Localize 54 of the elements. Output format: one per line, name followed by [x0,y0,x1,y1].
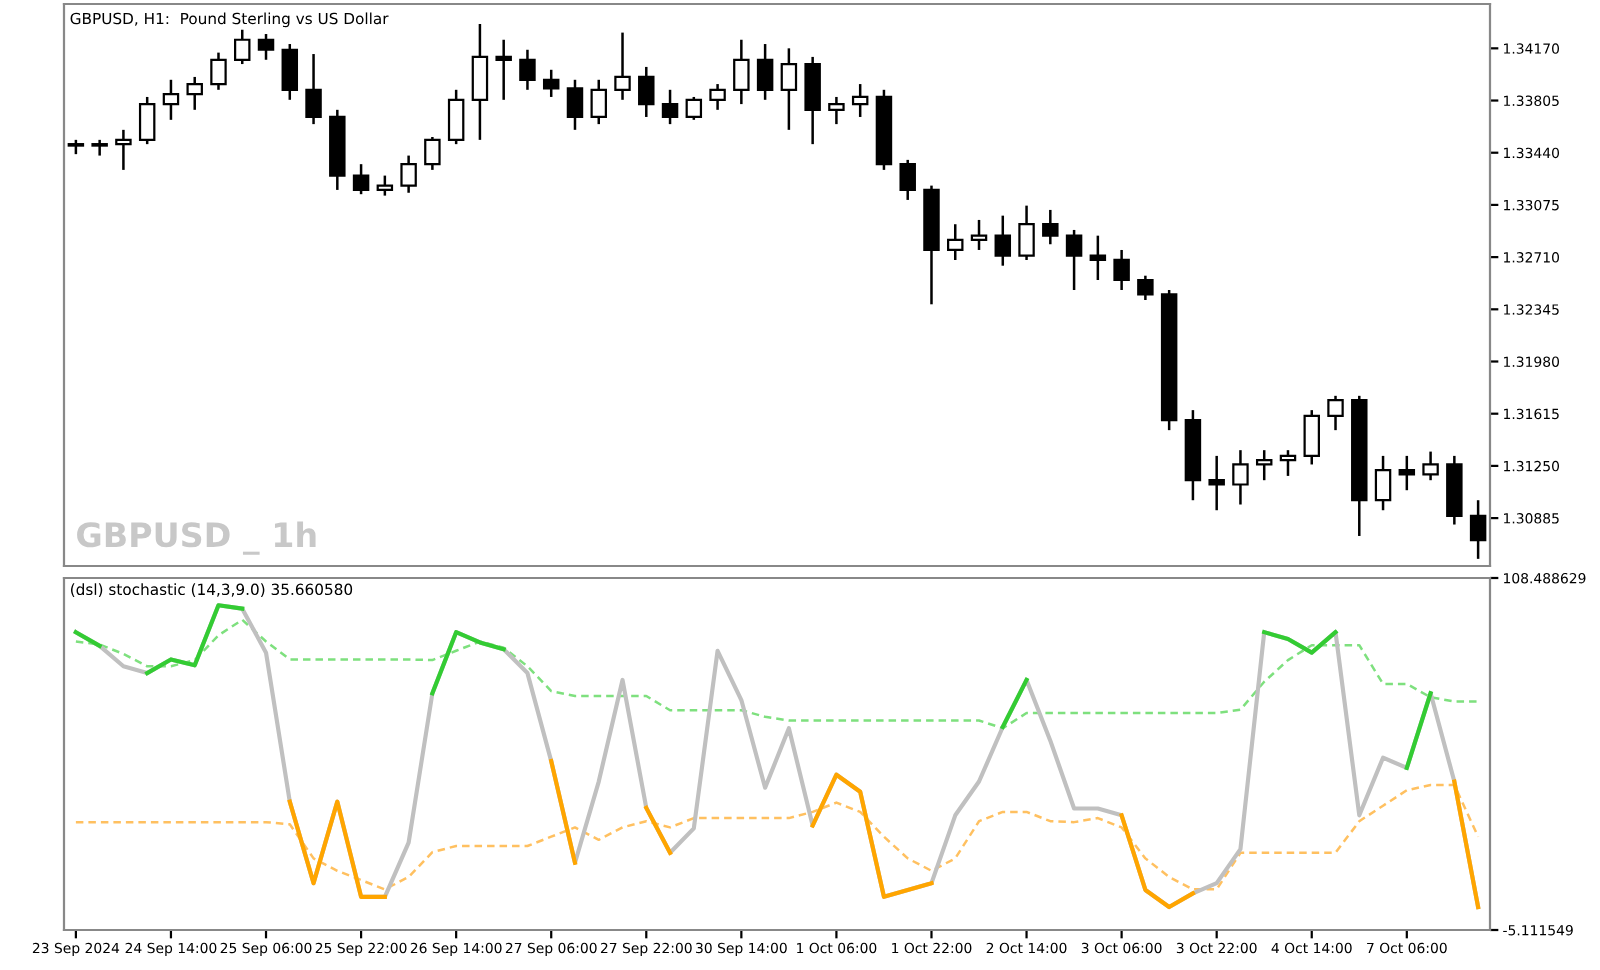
candlestick [851,82,869,119]
candlestick [590,78,607,126]
candlestick [305,52,322,126]
candlestick [1042,208,1059,246]
candlestick [495,38,512,102]
candlestick [1303,408,1320,466]
candlestick [257,32,275,62]
candlestick [210,51,227,92]
candlestick [994,214,1012,267]
candlestick [376,174,394,197]
line-series [74,783,1480,891]
candlestick [1065,228,1083,292]
candlestick [685,95,703,122]
candlestick [1469,498,1487,561]
candlestick [424,135,441,172]
candlestick [733,38,750,106]
candlestick [804,55,821,146]
candlestick [519,48,536,92]
candlestick [947,222,964,262]
candlestick [400,154,417,195]
candlestick [186,75,203,112]
candlestick [1279,448,1297,478]
candlestick [471,22,489,142]
candlestick [91,138,108,157]
candlestick [1255,448,1273,482]
candlestick [1113,248,1130,292]
candlestick [780,47,798,132]
candlestick [234,28,251,66]
candlestick [1422,450,1439,482]
candlestick [138,95,156,146]
candlestick [638,65,655,119]
candlestick [1232,448,1249,506]
candlestick [542,68,560,99]
candlestick [281,42,299,102]
candlestick [1327,394,1344,432]
candlestick [1398,454,1416,492]
candlestick [661,88,679,126]
candlestick [1089,234,1107,282]
candlestick [447,88,465,146]
candlestick [162,78,180,122]
candlestick [1137,274,1154,302]
candlestick [828,95,845,126]
candlestick [614,31,631,102]
candlestick [709,82,726,112]
candlestick [756,42,774,102]
candlestick [115,128,132,172]
candlestick [970,218,988,252]
candlestick [566,78,584,132]
candlestick [352,162,370,196]
line-series [74,618,1480,730]
candlestick [899,158,916,202]
candlestick [1374,454,1392,512]
candlestick [1208,454,1225,512]
candlestick [1018,204,1035,262]
